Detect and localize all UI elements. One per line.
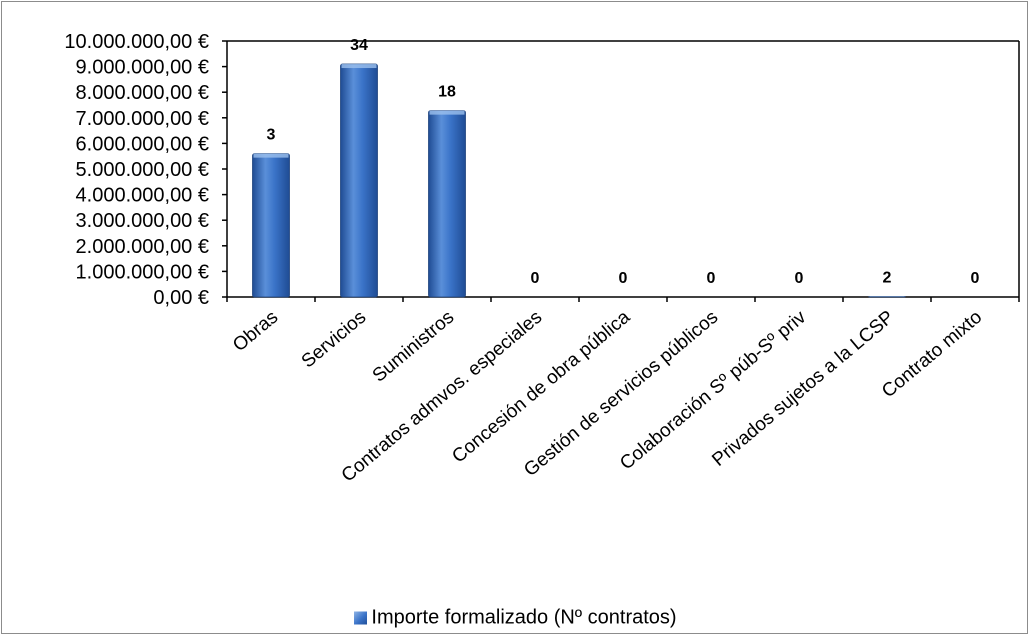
bar [252, 153, 290, 298]
y-tick-label: 2.000.000,00 € [76, 236, 209, 258]
data-label: 3 [267, 127, 276, 144]
data-label: 34 [350, 37, 368, 54]
y-tick-label: 10.000.000,00 € [64, 31, 209, 53]
y-tick-label: 6.000.000,00 € [76, 133, 209, 155]
legend-label: Importe formalizado (Nº contratos) [371, 606, 677, 629]
y-tick-label: 7.000.000,00 € [76, 108, 209, 130]
legend: Importe formalizado (Nº contratos) [0, 607, 1031, 630]
x-tick-label: Concesión de obra pública [448, 306, 634, 467]
legend-swatch-icon [354, 611, 368, 625]
data-label: 0 [619, 270, 628, 287]
y-tick-label: 8.000.000,00 € [76, 82, 209, 104]
data-label: 0 [707, 270, 716, 287]
bar-highlight [341, 64, 377, 69]
bar-highlight [869, 296, 905, 297]
x-tick-label: Suministros [369, 307, 459, 387]
data-label: 18 [438, 84, 456, 101]
x-tick-label: Privados sujetos a la LCSP [708, 307, 898, 471]
data-label: 0 [795, 270, 804, 287]
y-tick-label: 3.000.000,00 € [76, 210, 209, 232]
data-label: 2 [883, 269, 892, 286]
y-tick-label: 0,00 € [153, 287, 209, 309]
x-tick-label: Obras [229, 307, 282, 356]
y-tick-label: 5.000.000,00 € [76, 159, 209, 181]
bar-highlight [253, 153, 289, 158]
x-tick-label: Colaboración Sº púb-Sº priv [616, 306, 810, 474]
bar [340, 63, 378, 298]
y-tick-label: 4.000.000,00 € [76, 185, 209, 207]
bar [428, 110, 466, 298]
data-label: 0 [531, 270, 540, 287]
x-tick-label: Servicios [298, 307, 371, 373]
y-tick-label: 1.000.000,00 € [76, 261, 209, 283]
y-tick-label: 9.000.000,00 € [76, 57, 209, 79]
bar-highlight [429, 110, 465, 115]
data-label: 0 [971, 270, 980, 287]
